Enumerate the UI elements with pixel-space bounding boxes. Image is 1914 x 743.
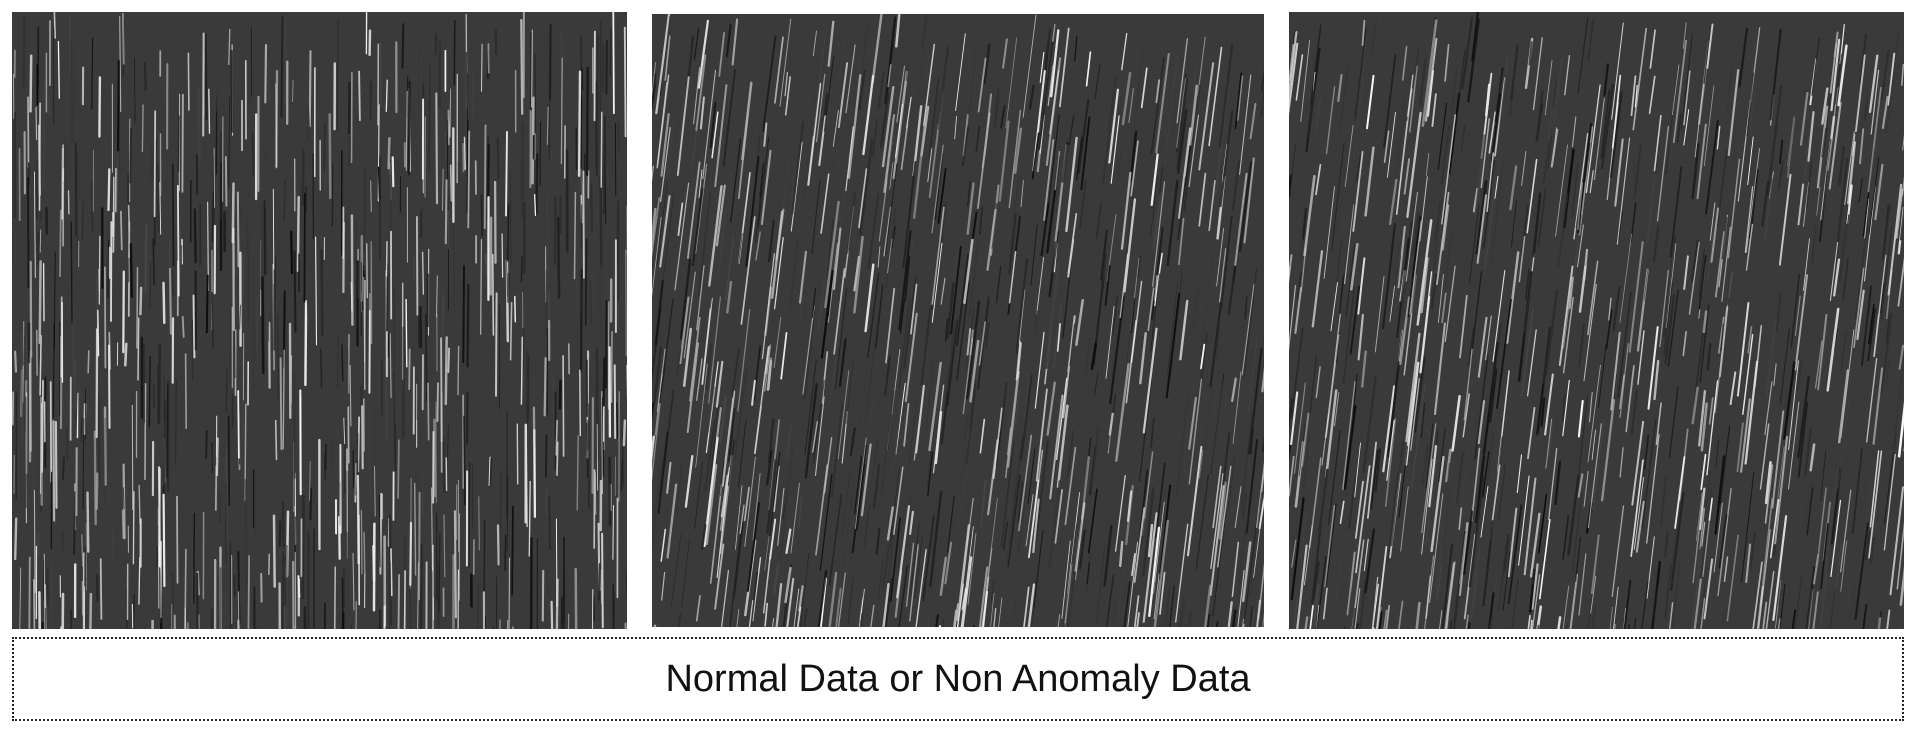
caption-text: Normal Data or Non Anomaly Data xyxy=(665,658,1251,700)
vertical-fiber-texture-icon xyxy=(12,12,627,629)
slanted-fiber-texture-icon xyxy=(652,14,1264,627)
slanted-fiber-texture-icon xyxy=(1289,12,1904,629)
texture-image-1 xyxy=(12,12,627,629)
texture-image-2 xyxy=(652,14,1264,627)
caption-box: Normal Data or Non Anomaly Data xyxy=(12,637,1904,721)
texture-image-3 xyxy=(1289,12,1904,629)
